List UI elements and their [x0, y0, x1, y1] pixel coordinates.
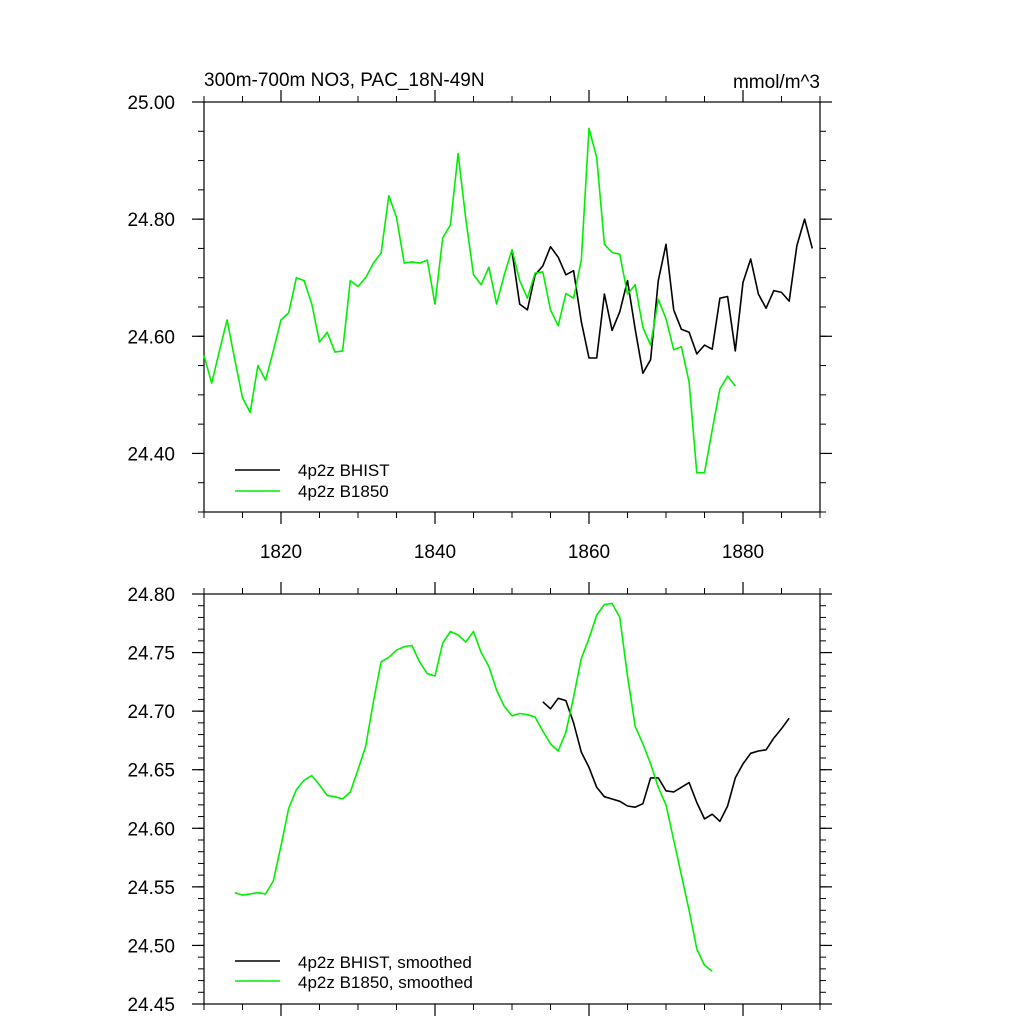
x-tick-labels-top: 1820 1840 1860 1880 [260, 542, 764, 563]
y-tick-label: 24.60 [127, 819, 175, 840]
series-line-bhist [542, 697, 790, 823]
y-tick-label: 24.40 [127, 444, 175, 465]
y-tick-label: 24.45 [127, 995, 175, 1016]
y-tick-label: 24.60 [127, 327, 175, 348]
y-tick-label: 24.75 [127, 644, 175, 665]
axis-ticks-top [192, 90, 832, 524]
series-bottom [234, 602, 790, 972]
y-tick-label: 24.50 [127, 936, 175, 957]
series-top [203, 127, 814, 474]
units-label: mmol/m^3 [733, 72, 820, 93]
y-tick-label: 24.80 [127, 585, 175, 606]
x-tick-label: 1840 [414, 542, 456, 563]
legend-top: 4p2z BHIST 4p2z B1850 [235, 461, 390, 501]
y-tick-labels-top: 24.40 24.60 24.80 25.00 [127, 93, 175, 465]
series-line-b1850 [203, 127, 736, 474]
x-tick-label: 1820 [260, 542, 302, 563]
axis-ticks-bottom [192, 582, 832, 1016]
legend-label-bhist: 4p2z BHIST [298, 461, 390, 480]
plot-frame-top [203, 101, 821, 513]
legend-label-b1850-smoothed: 4p2z B1850, smoothed [298, 973, 473, 992]
panel-top: 300m-700m NO3, PAC_18N-49N mmol/m^3 24.4… [127, 70, 832, 563]
legend-bottom: 4p2z BHIST, smoothed 4p2z B1850, smoothe… [235, 953, 473, 992]
x-tick-label: 1860 [568, 542, 610, 563]
y-tick-label: 24.70 [127, 702, 175, 723]
panel-bottom: 24.45 24.50 24.55 24.60 24.65 24.70 24.7… [127, 582, 832, 1016]
legend-label-bhist-smoothed: 4p2z BHIST, smoothed [298, 953, 472, 972]
legend-label-b1850: 4p2z B1850 [298, 482, 389, 501]
plot-frame-bottom [203, 593, 821, 1005]
y-tick-label: 24.80 [127, 210, 175, 231]
x-tick-label: 1880 [722, 542, 764, 563]
y-tick-label: 25.00 [127, 93, 175, 114]
y-tick-labels-bottom: 24.45 24.50 24.55 24.60 24.65 24.70 24.7… [127, 585, 175, 1016]
y-tick-label: 24.65 [127, 761, 175, 782]
series-line-bhist [511, 218, 814, 375]
series-line-b1850 [234, 602, 713, 972]
y-tick-label: 24.55 [127, 878, 175, 899]
chart-title: 300m-700m NO3, PAC_18N-49N [204, 70, 485, 91]
